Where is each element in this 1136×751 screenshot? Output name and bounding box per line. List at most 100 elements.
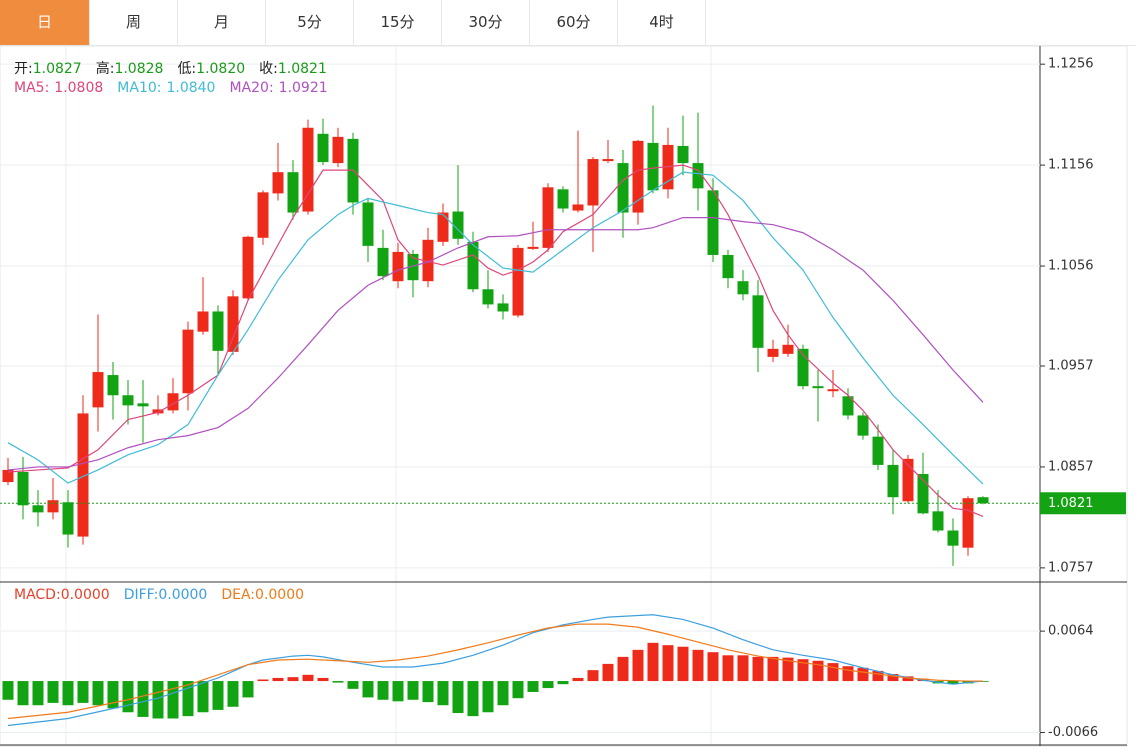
tab[interactable]: 周: [90, 0, 178, 45]
macd-bar: [872, 670, 884, 682]
macd-legend: MACD:0.0000 DIFF:0.0000 DEA:0.0000: [14, 587, 318, 603]
macd-bar: [797, 659, 809, 682]
macd-bar: [392, 681, 404, 702]
macd-bar: [77, 681, 89, 703]
candle-body: [197, 311, 209, 332]
macd-bar: [422, 681, 434, 703]
legend-item: MA20: 1.0921: [229, 80, 327, 96]
macd-bar: [377, 681, 389, 700]
legend-value: 1.0921: [278, 80, 328, 96]
macd-bar: [407, 681, 419, 700]
macd-bar: [137, 681, 149, 717]
legend-item: DIFF:0.0000: [124, 587, 208, 603]
tab[interactable]: 月: [178, 0, 266, 45]
macd-bar: [272, 677, 284, 682]
candle-body: [812, 386, 824, 389]
legend-value: 0.0000: [158, 587, 208, 603]
candle-body: [902, 458, 914, 502]
legend-item: MA5: 1.0808: [14, 80, 103, 96]
candle-body: [752, 295, 764, 348]
candle-body: [692, 163, 704, 189]
candle-body: [377, 247, 389, 277]
info-value: 1.0828: [114, 61, 164, 77]
tab[interactable]: 5分: [266, 0, 354, 45]
candle-body: [767, 348, 779, 357]
tab[interactable]: 4时: [618, 0, 706, 45]
candle-body: [407, 253, 419, 281]
candle-body: [482, 289, 494, 305]
macd-bar: [47, 681, 59, 703]
macd-bar: [92, 681, 104, 706]
candle-body: [977, 497, 989, 504]
macd-bar: [677, 646, 689, 682]
y-tick-label: 1.1156: [1048, 158, 1094, 173]
macd-bar: [437, 681, 449, 706]
candle-body: [77, 413, 89, 537]
tab[interactable]: 60分: [530, 0, 618, 45]
candle-body: [92, 372, 104, 408]
candle-body: [272, 172, 284, 194]
candle-body: [212, 311, 224, 351]
macd-bar: [332, 681, 344, 683]
tab[interactable]: 30分: [442, 0, 530, 45]
macd-bar: [602, 663, 614, 682]
line-series: [7, 171, 984, 485]
y-tick-label: -0.0066: [1048, 725, 1098, 740]
candle-body: [107, 375, 119, 396]
line-series: [7, 217, 984, 471]
line-series: [7, 614, 984, 727]
info-label: 低:: [177, 61, 197, 77]
candle-body: [332, 136, 344, 164]
macd-bar: [362, 681, 374, 698]
candle-body: [842, 396, 854, 416]
candle-body: [437, 212, 449, 242]
macd-bar: [32, 681, 44, 706]
candle-body: [242, 236, 254, 299]
candle-body: [647, 142, 659, 191]
macd-bar: [482, 681, 494, 713]
candle-body: [632, 140, 644, 213]
candle-body: [932, 511, 944, 531]
y-tick-label: 1.0757: [1048, 560, 1094, 575]
legend-label: DEA:: [221, 587, 256, 603]
macd-bar: [302, 674, 314, 682]
macd-bar: [2, 681, 14, 700]
candle-body: [167, 393, 179, 411]
macd-bar: [107, 681, 119, 709]
y-tick-label: 1.1256: [1048, 57, 1094, 72]
info-item: 收:1.0821: [259, 61, 327, 77]
legend-value: 0.0000: [255, 587, 305, 603]
macd-bar: [617, 656, 629, 682]
candle-body: [152, 409, 164, 414]
macd-bar: [167, 681, 179, 719]
candle-body: [317, 133, 329, 163]
tab[interactable]: 15分: [354, 0, 442, 45]
macd-bar: [842, 666, 854, 682]
candle-body: [677, 145, 689, 164]
candle-body: [572, 204, 584, 211]
candle-body: [302, 127, 314, 212]
candle-body: [827, 389, 839, 392]
candle-body: [737, 281, 749, 295]
y-tick-label: 0.0064: [1048, 624, 1094, 639]
candle-body: [182, 329, 194, 394]
candle-body: [527, 246, 539, 249]
legend-label: MACD:: [14, 587, 61, 603]
candle-body: [362, 202, 374, 246]
candle-body: [512, 247, 524, 316]
y-tick-label: 1.0957: [1048, 358, 1094, 373]
macd-bar: [17, 681, 29, 706]
macd-bar: [152, 681, 164, 719]
macd-bar: [347, 681, 359, 689]
macd-bar: [752, 656, 764, 682]
candle-body: [872, 436, 884, 465]
y-tick-label: 1.0857: [1048, 459, 1094, 474]
candle-body: [47, 500, 59, 513]
macd-bar: [497, 681, 509, 706]
tab[interactable]: 日: [0, 0, 90, 45]
info-label: 开:: [14, 61, 33, 77]
macd-bar: [782, 657, 794, 682]
info-item: 开:1.0827: [14, 61, 82, 77]
macd-bar: [947, 681, 959, 685]
macd-bar: [212, 681, 224, 710]
